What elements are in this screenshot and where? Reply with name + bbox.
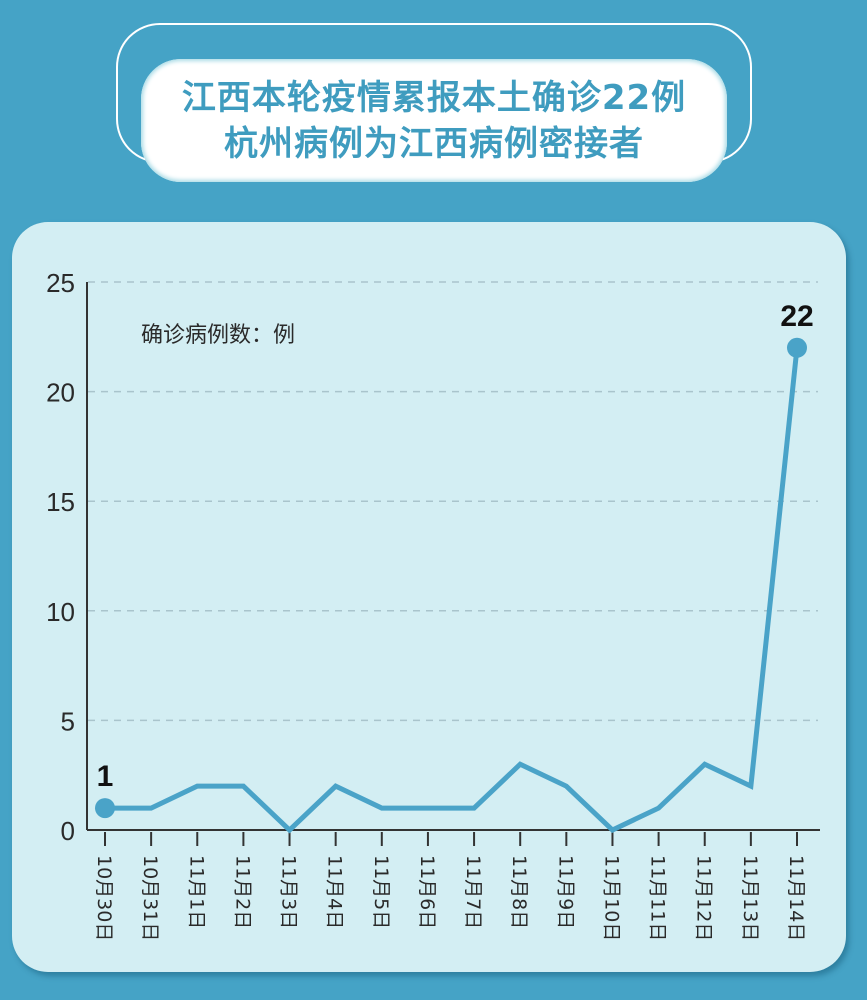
x-tick-label: 11月2日 [231,855,253,929]
title-line-2: 杭州病例为江西病例密接者 [224,123,644,164]
x-tick-label: 10月30日 [93,855,115,941]
data-markers: 1 22 [95,300,814,819]
y-axis-ticks: 0 5 10 15 20 25 [46,268,75,846]
title-line-1: 江西本轮疫情累报本土确诊22例 [181,77,687,118]
data-value-label: 22 [780,300,813,333]
gridlines [88,281,818,722]
data-point-marker [95,798,115,819]
x-tick-label: 11月5日 [370,855,392,929]
x-tick-label: 11月4日 [324,855,346,929]
x-tick-label: 11月11日 [647,855,669,941]
title-banner: 江西本轮疫情累报本土确诊22例 杭州病例为江西病例密接者 [141,59,727,182]
y-tick-label: 10 [46,597,75,627]
x-axis-ticks: 10月30日 10月31日 11月1日 11月2日 11月3日 11月4日 11月5日 11月… [93,832,807,941]
x-tick-label: 11月12日 [693,855,715,941]
x-tick-label: 11月8日 [508,855,530,929]
y-tick-label: 5 [61,706,75,736]
data-value-label: 1 [97,760,114,793]
x-tick-label: 10月31日 [139,855,161,941]
x-tick-label: 11月3日 [278,855,300,929]
y-tick-label: 15 [46,487,75,517]
series-line [105,347,800,834]
x-tick-label: 11月13日 [739,855,761,941]
y-tick-label: 20 [46,378,75,408]
x-tick-label: 11月9日 [554,855,576,929]
y-tick-label: 0 [61,816,75,846]
x-tick-label: 11月14日 [785,855,807,941]
x-tick-label: 11月7日 [462,855,484,929]
x-tick-label: 11月10日 [600,855,622,941]
x-tick-label: 11月6日 [416,855,438,929]
x-tick-label: 11月1日 [185,855,207,929]
chart-card [12,222,846,972]
data-point-marker [787,337,807,358]
y-axis-unit-label: 确诊病例数：例 [141,323,295,348]
y-tick-label: 25 [46,268,75,298]
